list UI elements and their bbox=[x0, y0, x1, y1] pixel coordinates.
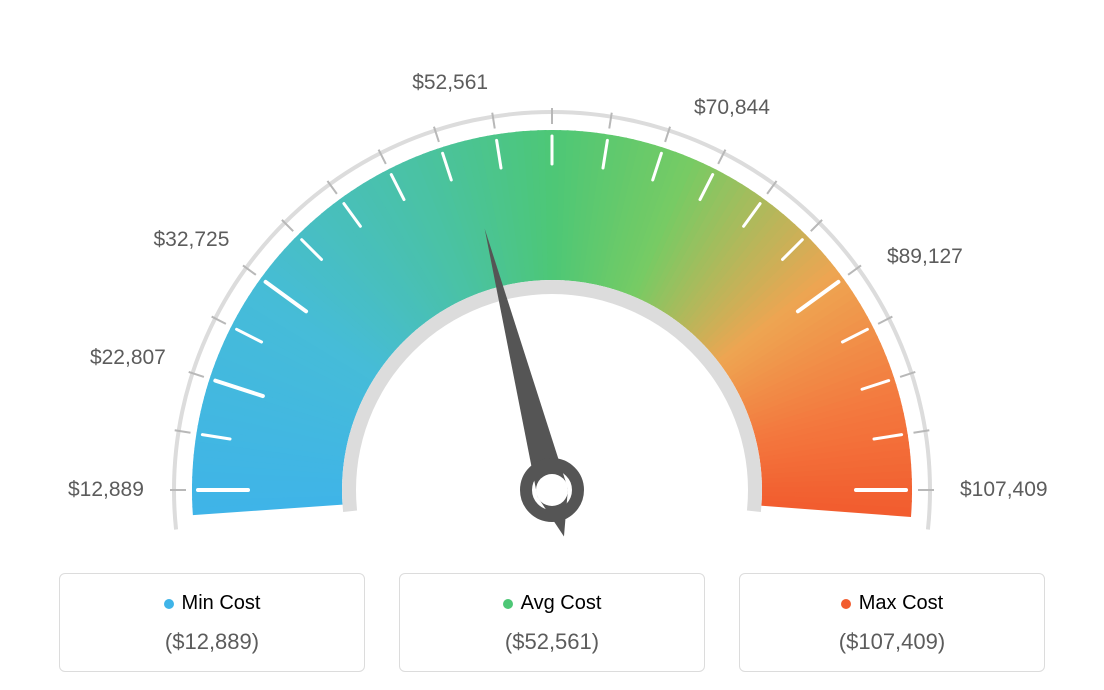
legend-row: Min Cost ($12,889) Avg Cost ($52,561) Ma… bbox=[0, 573, 1104, 672]
dot-icon bbox=[164, 599, 174, 609]
legend-title-max: Max Cost bbox=[750, 592, 1034, 615]
gauge-chart: $12,889 $22,807 $32,725 $52,561 $70,844 $89,1… bbox=[0, 0, 1104, 540]
gauge-tick-label: $22,807 bbox=[90, 346, 166, 370]
legend-title-text: Max Cost bbox=[859, 592, 943, 615]
gauge-svg bbox=[52, 30, 1052, 550]
legend-value-max: ($107,409) bbox=[750, 629, 1034, 655]
dot-icon bbox=[503, 599, 513, 609]
legend-title-text: Avg Cost bbox=[521, 592, 602, 615]
gauge-tick-label: $52,561 bbox=[412, 71, 488, 95]
gauge-tick-label: $12,889 bbox=[68, 478, 144, 502]
legend-title-text: Min Cost bbox=[182, 592, 261, 615]
legend-value-avg: ($52,561) bbox=[410, 629, 694, 655]
legend-title-avg: Avg Cost bbox=[410, 592, 694, 615]
legend-title-min: Min Cost bbox=[70, 592, 354, 615]
legend-value-min: ($12,889) bbox=[70, 629, 354, 655]
dot-icon bbox=[841, 599, 851, 609]
legend-card-avg: Avg Cost ($52,561) bbox=[399, 573, 705, 672]
gauge-tick-label: $89,127 bbox=[887, 245, 963, 269]
legend-card-max: Max Cost ($107,409) bbox=[739, 573, 1045, 672]
legend-card-min: Min Cost ($12,889) bbox=[59, 573, 365, 672]
gauge-tick-label: $107,409 bbox=[960, 478, 1048, 502]
gauge-tick-label: $32,725 bbox=[154, 228, 230, 252]
gauge-tick-label: $70,844 bbox=[694, 96, 770, 120]
